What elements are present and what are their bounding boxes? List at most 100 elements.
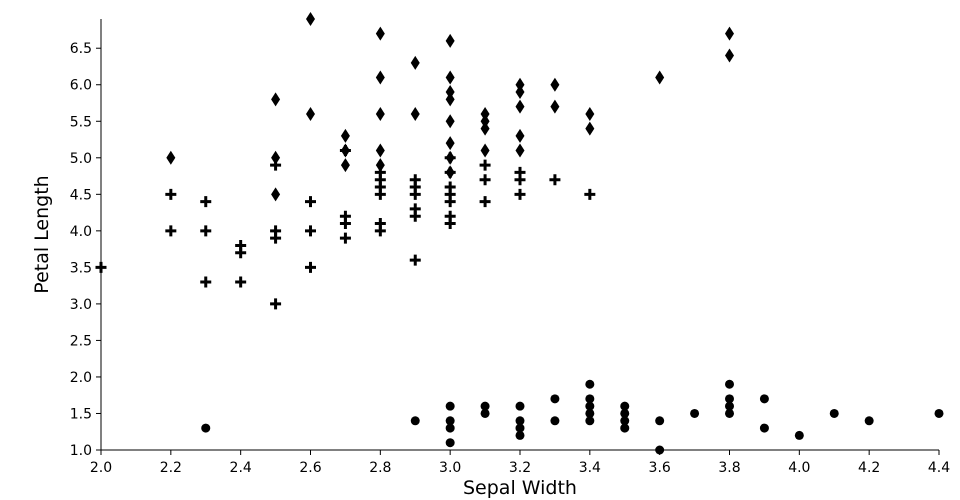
y-tick-label: 3.5 [70, 260, 92, 276]
diamond-point [306, 12, 315, 26]
diamond-point [515, 143, 525, 158]
diamond-point [480, 106, 490, 121]
circle-point [445, 401, 455, 411]
diamond-point [271, 150, 281, 165]
plus-point [374, 218, 386, 230]
plus-point [479, 159, 491, 171]
circle-point [445, 423, 455, 433]
y-tick-label: 6.5 [70, 41, 92, 57]
plus-point [584, 188, 596, 200]
circle-point [585, 394, 595, 404]
diamond-point [480, 114, 490, 129]
diamond-point [515, 128, 525, 143]
diamond-point [585, 121, 595, 136]
plus-point [479, 196, 491, 208]
diamond-point [515, 85, 525, 100]
diamond-point [166, 150, 176, 165]
circle-point [690, 408, 700, 418]
circle-point [480, 408, 490, 418]
y-tick-label: 3.0 [70, 297, 92, 313]
circle-point [585, 401, 595, 411]
circle-point [620, 416, 630, 426]
diamond-point [550, 77, 560, 92]
circle-point [725, 408, 734, 418]
circle-point [620, 423, 630, 433]
circle-point [794, 430, 804, 440]
diamond-point [480, 121, 490, 136]
circle-point [585, 416, 595, 426]
diamond-point [375, 106, 385, 121]
circle-point [515, 423, 525, 433]
plus-point [235, 276, 247, 288]
diamond-point [375, 143, 385, 158]
plus-point [165, 188, 177, 200]
x-tick-label: 3.0 [439, 460, 461, 476]
circle-point [829, 408, 839, 418]
diamond-point [375, 26, 385, 41]
y-tick-label: 2.5 [70, 333, 92, 349]
diamond-point [655, 70, 665, 85]
circle-point [480, 401, 490, 411]
x-tick-label: 4.0 [788, 460, 810, 476]
diamond-point [445, 136, 455, 151]
circle-point [759, 394, 769, 404]
circle-point [201, 423, 211, 433]
diamond-point [271, 92, 281, 107]
plus-point [409, 174, 421, 186]
x-tick-label: 3.6 [649, 460, 671, 476]
diamond-point [445, 114, 455, 129]
plus-point [305, 225, 316, 237]
diamond-point [725, 48, 734, 63]
y-tick-label: 4.5 [70, 187, 92, 203]
x-tick-label: 3.2 [509, 460, 531, 476]
plus-point [479, 174, 491, 186]
plus-point [270, 298, 282, 310]
circle-point [864, 416, 874, 426]
circle-point [725, 401, 734, 411]
diamond-point [340, 143, 350, 158]
plus-point [200, 225, 212, 237]
diamond-point [445, 33, 455, 48]
plus-point [95, 261, 107, 273]
plus-point [514, 166, 526, 178]
x-tick-label: 3.8 [718, 460, 740, 476]
diamond-point [550, 99, 560, 114]
circle-point [515, 430, 525, 440]
plus-point [549, 174, 561, 186]
circle-point [550, 416, 560, 426]
diamond-point [585, 106, 595, 121]
plus-point [339, 210, 351, 222]
diamond-point [375, 70, 385, 85]
x-tick-label: 4.4 [928, 460, 950, 476]
diamond-point [410, 55, 420, 70]
x-tick-label: 2.8 [369, 460, 391, 476]
circle-point [445, 416, 455, 426]
y-tick-label: 5.0 [70, 151, 92, 167]
diamond-point [515, 77, 525, 92]
diamond-point [445, 150, 455, 165]
diamond-point [271, 187, 281, 202]
y-tick-label: 1.0 [70, 443, 92, 459]
x-tick-label: 2.4 [230, 460, 252, 476]
circle-point [550, 394, 560, 404]
plus-point [409, 203, 421, 215]
plus-point [444, 181, 456, 193]
plus-point [165, 225, 177, 237]
x-tick-label: 3.4 [579, 460, 601, 476]
circle-point [934, 408, 944, 418]
x-tick-label: 2.2 [160, 460, 182, 476]
diamond-point [445, 92, 455, 107]
y-axis-title: Petal Length [31, 175, 53, 293]
plus-point [235, 239, 247, 251]
diamond-point [375, 158, 385, 173]
circle-point [725, 394, 734, 404]
x-axis-title: Sepal Width [463, 477, 577, 499]
diamond-point [725, 26, 734, 41]
plus-point [339, 232, 351, 244]
diamond-point [445, 165, 455, 180]
circle-point [515, 416, 525, 426]
circle-point [655, 416, 665, 426]
circle-point [759, 423, 769, 433]
circle-point [585, 379, 595, 389]
